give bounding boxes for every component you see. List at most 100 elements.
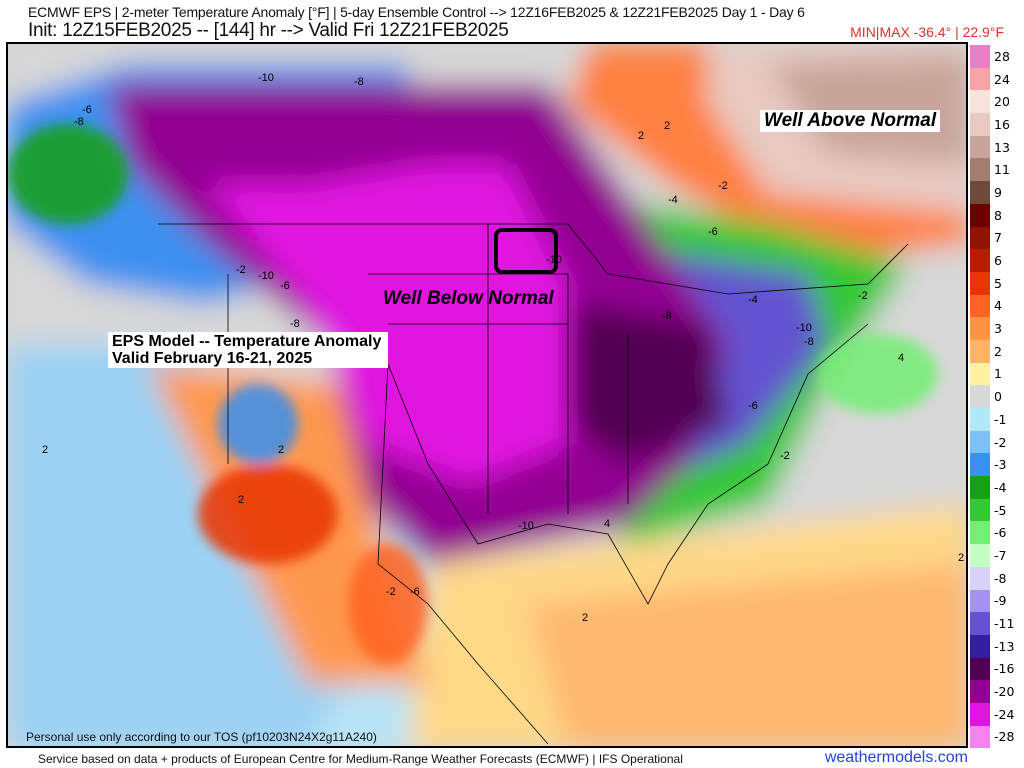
color-legend: 28 24 20 16 13 11 9 8 7 6 5 4 3 2 1 0 -1 -2 -3 -4 -5 -6 -7 -8 -9… [970, 45, 1024, 749]
legend-swatch [970, 362, 990, 386]
legend-entry: -13 [970, 634, 1024, 658]
legend-label: 3 [994, 321, 1002, 337]
legend-swatch [970, 612, 990, 635]
legend-entry: -4 [970, 476, 1024, 499]
legend-entry: 1 [970, 362, 1024, 386]
contour-label: -8 [290, 318, 300, 330]
contour-label: 2 [278, 444, 285, 456]
contour-label: 2 [958, 552, 965, 564]
legend-label: -13 [994, 638, 1015, 654]
legend-label: -11 [994, 616, 1015, 632]
legend-swatch [970, 566, 990, 590]
legend-swatch [970, 408, 990, 431]
legend-label: -3 [994, 457, 1007, 473]
legend-label: 6 [994, 253, 1002, 269]
anomaly-field [8, 44, 966, 746]
legend-swatch [970, 294, 990, 318]
legend-label: 16 [994, 116, 1010, 132]
legend-entry: -1 [970, 408, 1024, 431]
contour-label: -2 [780, 450, 790, 462]
legend-label: -1 [994, 411, 1007, 427]
legend-swatch [970, 385, 990, 408]
legend-swatch [970, 544, 990, 567]
contour-label: -8 [804, 336, 814, 348]
contour-label: -2 [236, 264, 246, 276]
legend-entry: -24 [970, 702, 1024, 726]
legend-swatch [970, 725, 990, 749]
legend-swatch [970, 634, 990, 658]
legend-entry: -6 [970, 521, 1024, 545]
contour-label: 2 [238, 494, 245, 506]
legend-label: -28 [994, 729, 1015, 745]
contour-label: -8 [662, 310, 672, 322]
legend-entry: -9 [970, 589, 1024, 613]
legend-swatch [970, 339, 990, 363]
legend-entry: 2 [970, 339, 1024, 363]
legend-label: -16 [994, 661, 1015, 677]
legend-entry: 6 [970, 249, 1024, 272]
legend-swatch [970, 430, 990, 454]
legend-entry: -16 [970, 657, 1024, 681]
legend-label: 9 [994, 184, 1002, 200]
legend-swatch [970, 317, 990, 340]
contour-label: 4 [604, 518, 611, 530]
annotation-well-above-normal: Well Above Normal [760, 110, 941, 132]
legend-swatch [970, 476, 990, 499]
contour-label: 4 [898, 352, 905, 364]
legend-label: -5 [994, 502, 1007, 518]
contour-label: -2 [718, 180, 728, 192]
min-max-readout: MIN|MAX -36.4° | 22.9°F [850, 24, 1004, 40]
legend-swatch [970, 135, 990, 159]
contour-label: -10 [546, 254, 562, 266]
contour-label: -6 [410, 586, 420, 598]
legend-entry: 9 [970, 181, 1024, 204]
legend-label: 7 [994, 230, 1002, 246]
legend-swatch [970, 453, 990, 477]
legend-swatch [970, 45, 990, 68]
legend-label: 13 [994, 139, 1010, 155]
contour-label: -10 [796, 322, 812, 334]
contour-label: -8 [74, 116, 84, 128]
legend-label: -8 [994, 570, 1007, 586]
legend-label: -24 [994, 706, 1015, 722]
legend-label: -2 [994, 434, 1007, 450]
legend-swatch [970, 702, 990, 726]
legend-entry: 16 [970, 113, 1024, 136]
legend-entry: -2 [970, 430, 1024, 454]
header-title: ECMWF EPS | 2-meter Temperature Anomaly … [28, 4, 805, 20]
legend-label: 4 [994, 298, 1002, 314]
legend-entry: 5 [970, 271, 1024, 295]
legend-entry: 28 [970, 45, 1024, 68]
legend-label: 20 [994, 94, 1010, 110]
legend-label: 24 [994, 71, 1010, 87]
legend-entry: -7 [970, 544, 1024, 567]
contour-label: -6 [748, 400, 758, 412]
contour-label: -6 [280, 280, 290, 292]
contour-label: -10 [518, 520, 534, 532]
legend-label: 5 [994, 275, 1002, 291]
init-valid-time: Init: 12Z15FEB2025 -- [144] hr --> Valid… [28, 20, 509, 41]
legend-entry: 24 [970, 67, 1024, 91]
contour-label: -10 [258, 72, 274, 84]
legend-entry: -20 [970, 680, 1024, 703]
legend-entry: -5 [970, 498, 1024, 522]
legend-label: 11 [994, 162, 1010, 178]
legend-entry: 20 [970, 90, 1024, 114]
legend-entry: 8 [970, 203, 1024, 227]
brand-link[interactable]: weathermodels.com [824, 749, 968, 766]
temperature-anomaly-map: Well Above Normal Well Below Normal EPS … [6, 42, 968, 748]
contour-label: -6 [82, 104, 92, 116]
annotation-well-below-normal: Well Below Normal [383, 288, 554, 309]
legend-entry: -3 [970, 453, 1024, 477]
legend-swatch [970, 203, 990, 227]
legend-entry: -11 [970, 612, 1024, 635]
contour-label: -4 [748, 294, 758, 306]
legend-swatch [970, 498, 990, 522]
legend-entry: 13 [970, 135, 1024, 159]
legend-entry: -28 [970, 725, 1024, 749]
legend-entry: 11 [970, 158, 1024, 182]
legend-entry: 0 [970, 385, 1024, 408]
legend-label: 0 [994, 389, 1002, 405]
data-credit: Service based on data + products of Euro… [38, 752, 683, 766]
legend-entry: 3 [970, 317, 1024, 340]
